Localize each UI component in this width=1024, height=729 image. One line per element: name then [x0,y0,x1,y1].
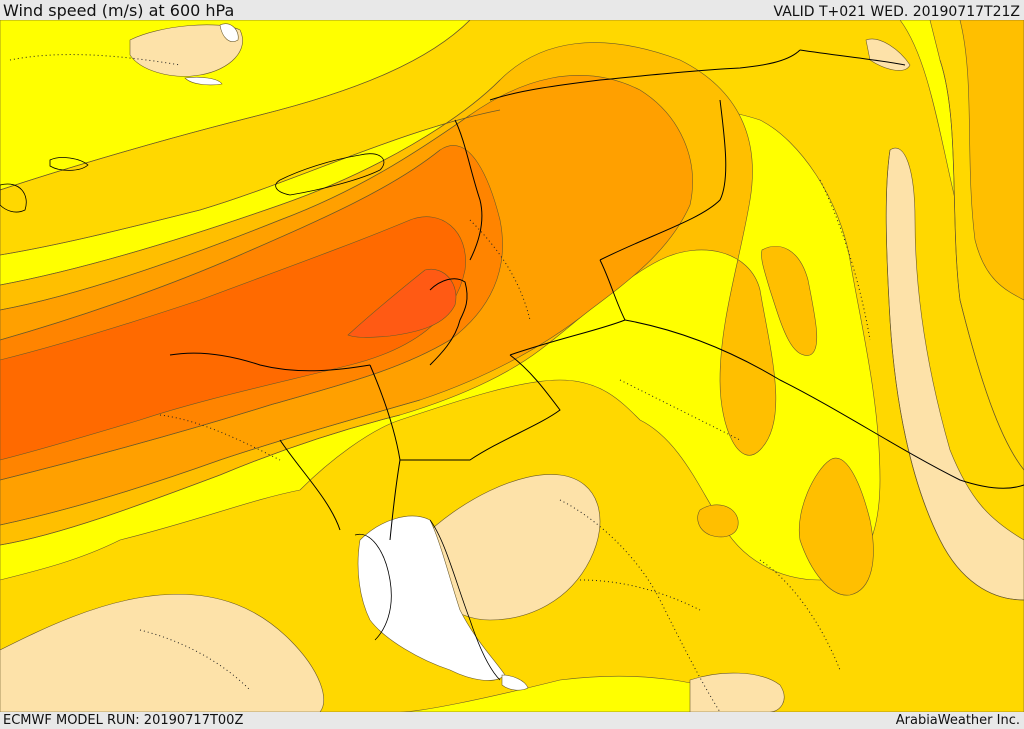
no-data-small [501,674,529,691]
patch-medium-high-3 [697,504,739,538]
credit: ArabiaWeather Inc. [895,713,1020,728]
valid-time: VALID T+021 WED. 20190717T21Z [773,4,1020,20]
patch-very-light-ne [865,38,911,71]
band-medium-high-right [959,20,1024,301]
header-bar: Wind speed (m/s) at 600 hPa VALID T+021 … [0,0,1024,20]
no-data-top [219,23,239,42]
wind-speed-map [0,20,1024,712]
patch-very-light-south [689,672,785,712]
band-peak [347,268,457,338]
patch-medium-high-1 [761,245,818,356]
map-panel [0,20,1024,712]
contour-lines [0,20,1024,601]
no-data-top2 [184,76,223,86]
province-lines [9,54,871,712]
band-extreme [0,216,466,461]
map-title: Wind speed (m/s) at 600 hPa [3,1,235,20]
footer-bar: ECMWF MODEL RUN: 20190717T00Z ArabiaWeat… [0,712,1024,729]
patch-medium-high-2 [798,457,874,596]
model-run: ECMWF MODEL RUN: 20190717T00Z [3,713,244,728]
patch-very-light-nw [129,24,243,77]
coastlines [0,153,501,681]
country-borders [169,49,1024,541]
